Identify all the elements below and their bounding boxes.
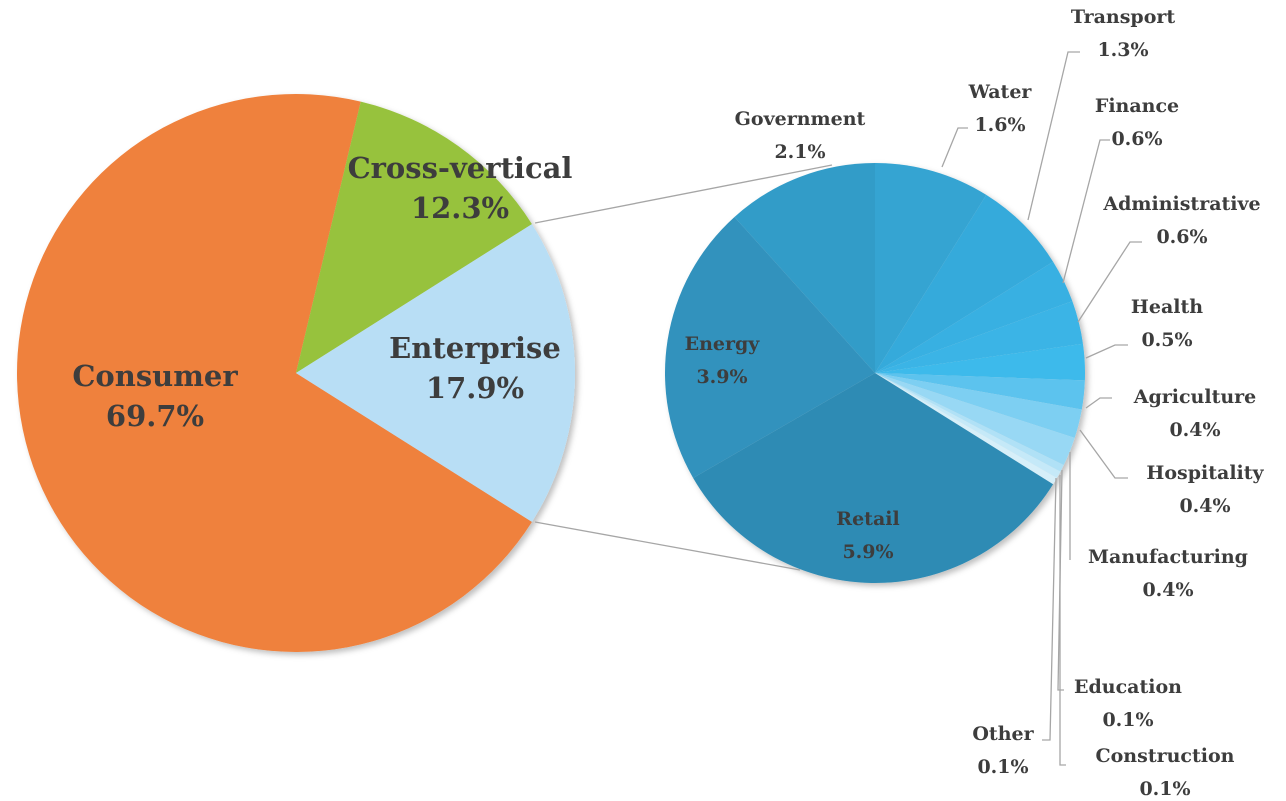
leader-line [1077,241,1142,323]
leader-line [1059,475,1066,766]
slice-name: Education [1074,676,1182,698]
pie-slice [875,373,1085,410]
slice-name: Agriculture [1133,386,1257,408]
slice-value-label: 0.4% [1142,579,1193,601]
pie-slice [875,194,1054,373]
pies [16,93,1085,653]
slice-value-label: 17.9% [426,371,524,405]
connector-line [534,164,833,224]
pie-slice [875,373,1075,466]
slice-name: Retail [836,508,899,530]
pie-slice [296,224,575,522]
pie-slice [664,216,875,479]
slice-name: Other [972,723,1034,745]
slice-name: Enterprise [389,331,561,365]
leader-line [1042,477,1057,741]
leader-line [1085,397,1112,409]
slice-value-label: 12.3% [411,191,509,225]
leader-line [1062,139,1110,284]
slice-value-label: 0.1% [1139,778,1190,800]
labels: Consumer 69.7% Cross-vertical 12.3% Enterpri… [72,6,1264,800]
pie-slice [875,261,1073,373]
slice-value-label: 0.4% [1169,419,1220,441]
pie-slice [875,373,1057,485]
pie-slice [875,373,1082,438]
slice-name: Government [735,108,866,130]
slice-value-label: 0.6% [1111,128,1162,150]
slice-value-label: 0.1% [977,756,1028,778]
slice-name: Construction [1096,745,1235,767]
slice-name: Energy [685,333,761,355]
leader-line [941,127,968,168]
slice-name: Manufacturing [1088,546,1248,568]
slice-value-label: 3.9% [696,366,747,388]
slice-name: Water [968,81,1033,103]
slice-name: Cross-vertical [348,151,573,185]
pie-slice [693,373,1054,583]
slice-name: Administrative [1102,193,1260,215]
leader-line [1085,344,1128,359]
slice-name: Transport [1071,6,1176,28]
leader-line [1057,469,1064,691]
slice-name: Consumer [72,359,238,393]
slice-name: Hospitality [1146,462,1264,484]
slice-value-label: 69.7% [106,399,204,433]
leader-line [1079,429,1128,479]
pie-slice [875,373,1061,478]
pie-slice [875,301,1083,373]
pie-slice [875,373,1064,472]
slice-value-label: 0.6% [1156,226,1207,248]
slice-value-label: 1.6% [974,114,1025,136]
pie-slice [734,163,875,373]
pie-slice [875,343,1085,381]
pie-slice [16,93,532,653]
slice-value-label: 0.5% [1141,329,1192,351]
slice-value-label: 5.9% [842,541,893,563]
slice-name: Finance [1095,95,1179,117]
slice-value-label: 0.4% [1179,495,1230,517]
leader-line [1027,51,1080,221]
slice-value-label: 1.3% [1097,39,1148,61]
pie-slice [875,163,987,373]
slice-name: Health [1131,296,1203,318]
slice-value-label: 0.1% [1102,709,1153,731]
connector-line [534,521,801,571]
pie-slice [296,101,532,374]
slice-value-label: 2.1% [774,141,825,163]
